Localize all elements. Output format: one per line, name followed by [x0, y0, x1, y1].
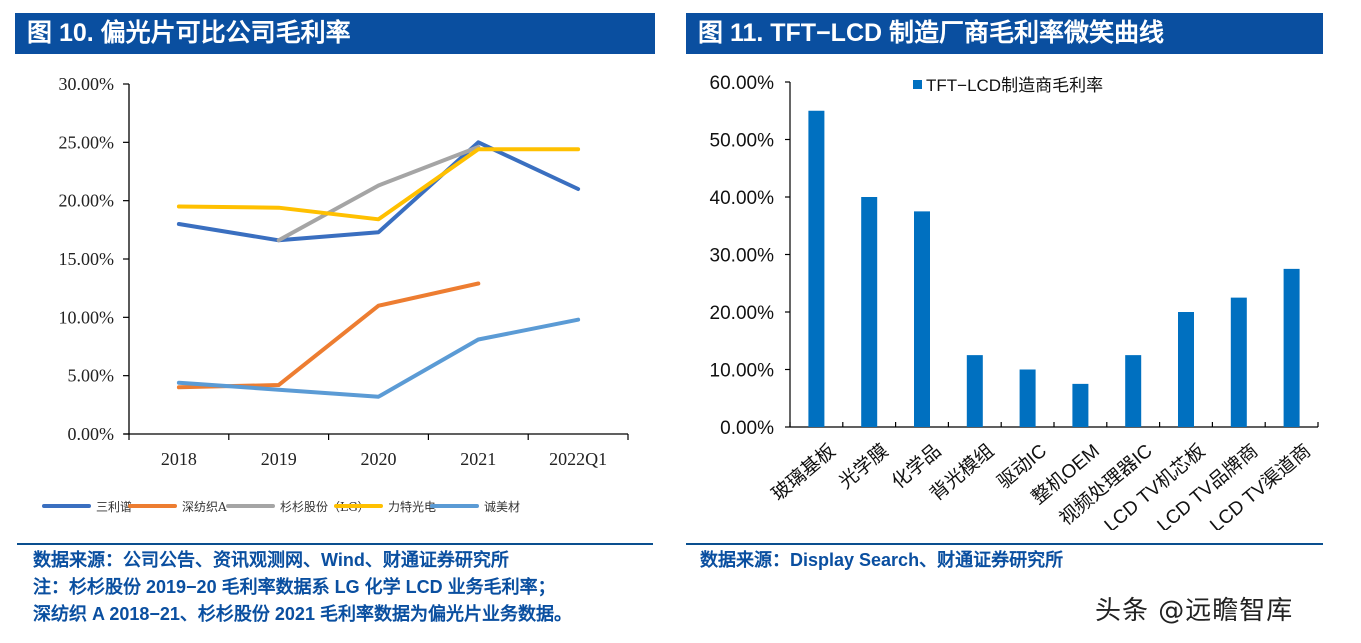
y-tick-label: 30.00%: [59, 74, 115, 94]
bar: [1019, 369, 1036, 427]
legend-label: 杉杉股份（LG）: [280, 500, 370, 514]
x-tick-label: 玻璃基板: [767, 440, 839, 506]
legend-label: 力特光电: [388, 499, 436, 514]
y-tick-label: 25.00%: [59, 132, 115, 152]
y-tick-label: 60.00%: [710, 73, 775, 94]
x-tick-label: 2021: [460, 449, 496, 469]
y-tick-label: 10.00%: [710, 361, 775, 382]
series-line: [276, 145, 481, 243]
figure-10-title: 图 10. 偏光片可比公司毛利率: [15, 13, 655, 54]
x-tick-label: 2022Q1: [549, 449, 607, 469]
figure-11-notes: 数据来源：Display Search、财通证券研究所: [700, 547, 1063, 574]
bar: [966, 355, 983, 427]
y-tick-label: 20.00%: [710, 303, 775, 324]
y-tick-label: 0.00%: [68, 424, 115, 444]
bar: [808, 110, 825, 427]
figure-11-title: 图 11. TFT−LCD 制造厂商毛利率微笑曲线: [686, 13, 1323, 54]
legend-label: 深纺织A: [182, 500, 227, 514]
legend-label: TFT−LCD制造商毛利率: [926, 76, 1103, 95]
x-tick-label: 2018: [161, 449, 197, 469]
x-tick-label: 2019: [261, 449, 297, 469]
divider-left: [17, 543, 653, 545]
legend-swatch: [913, 80, 922, 89]
y-tick-label: 20.00%: [59, 191, 115, 211]
legend-label: 三利谱: [96, 500, 132, 514]
bar: [1072, 383, 1089, 427]
y-tick-label: 5.00%: [68, 366, 115, 386]
series-line: [176, 147, 581, 222]
bar: [1230, 297, 1247, 427]
bar: [1125, 355, 1142, 427]
bar: [861, 197, 878, 427]
watermark: 头条 @远瞻智库: [1095, 596, 1294, 626]
bar: [1178, 312, 1194, 427]
divider-right: [686, 543, 1323, 545]
x-tick-label: 光学膜: [835, 440, 893, 494]
x-tick-label: 2020: [361, 449, 397, 469]
source-note: 数据来源：公司公告、资讯观测网、Wind、财通证券研究所: [33, 550, 509, 570]
note-line: 深纺织 A 2018−21、杉杉股份 2021 毛利率数据为偏光片业务数据。: [33, 604, 572, 624]
series-line: [176, 317, 581, 399]
note-line: 注：杉杉股份 2019−20 毛利率数据系 LG 化学 LCD 业务毛利率；: [33, 577, 556, 597]
y-tick-label: 15.00%: [59, 249, 115, 269]
y-tick-label: 0.00%: [720, 418, 774, 439]
bar: [914, 211, 930, 427]
bar: [1283, 268, 1300, 427]
line-chart-polarizer-gross-margin: 0.00% 5.00% 10.00% 15.00% 20.00% 25.00% 30.00%…: [42, 74, 629, 514]
y-tick-label: 10.00%: [59, 307, 115, 327]
series-line: [176, 140, 581, 243]
figure-10-notes: 数据来源：公司公告、资讯观测网、Wind、财通证券研究所 注：杉杉股份 2019…: [33, 547, 572, 628]
source-note: 数据来源：Display Search、财通证券研究所: [700, 550, 1064, 570]
legend-label: 诚美材: [484, 500, 520, 514]
y-tick-label: 40.00%: [710, 188, 775, 209]
bar-chart-tft-lcd-smile-curve: 0.00% 10.00% 20.00% 30.00% 40.00% 50.00% 60.00…: [710, 73, 1319, 530]
y-tick-label: 50.00%: [710, 131, 775, 152]
y-tick-label: 30.00%: [710, 246, 775, 267]
